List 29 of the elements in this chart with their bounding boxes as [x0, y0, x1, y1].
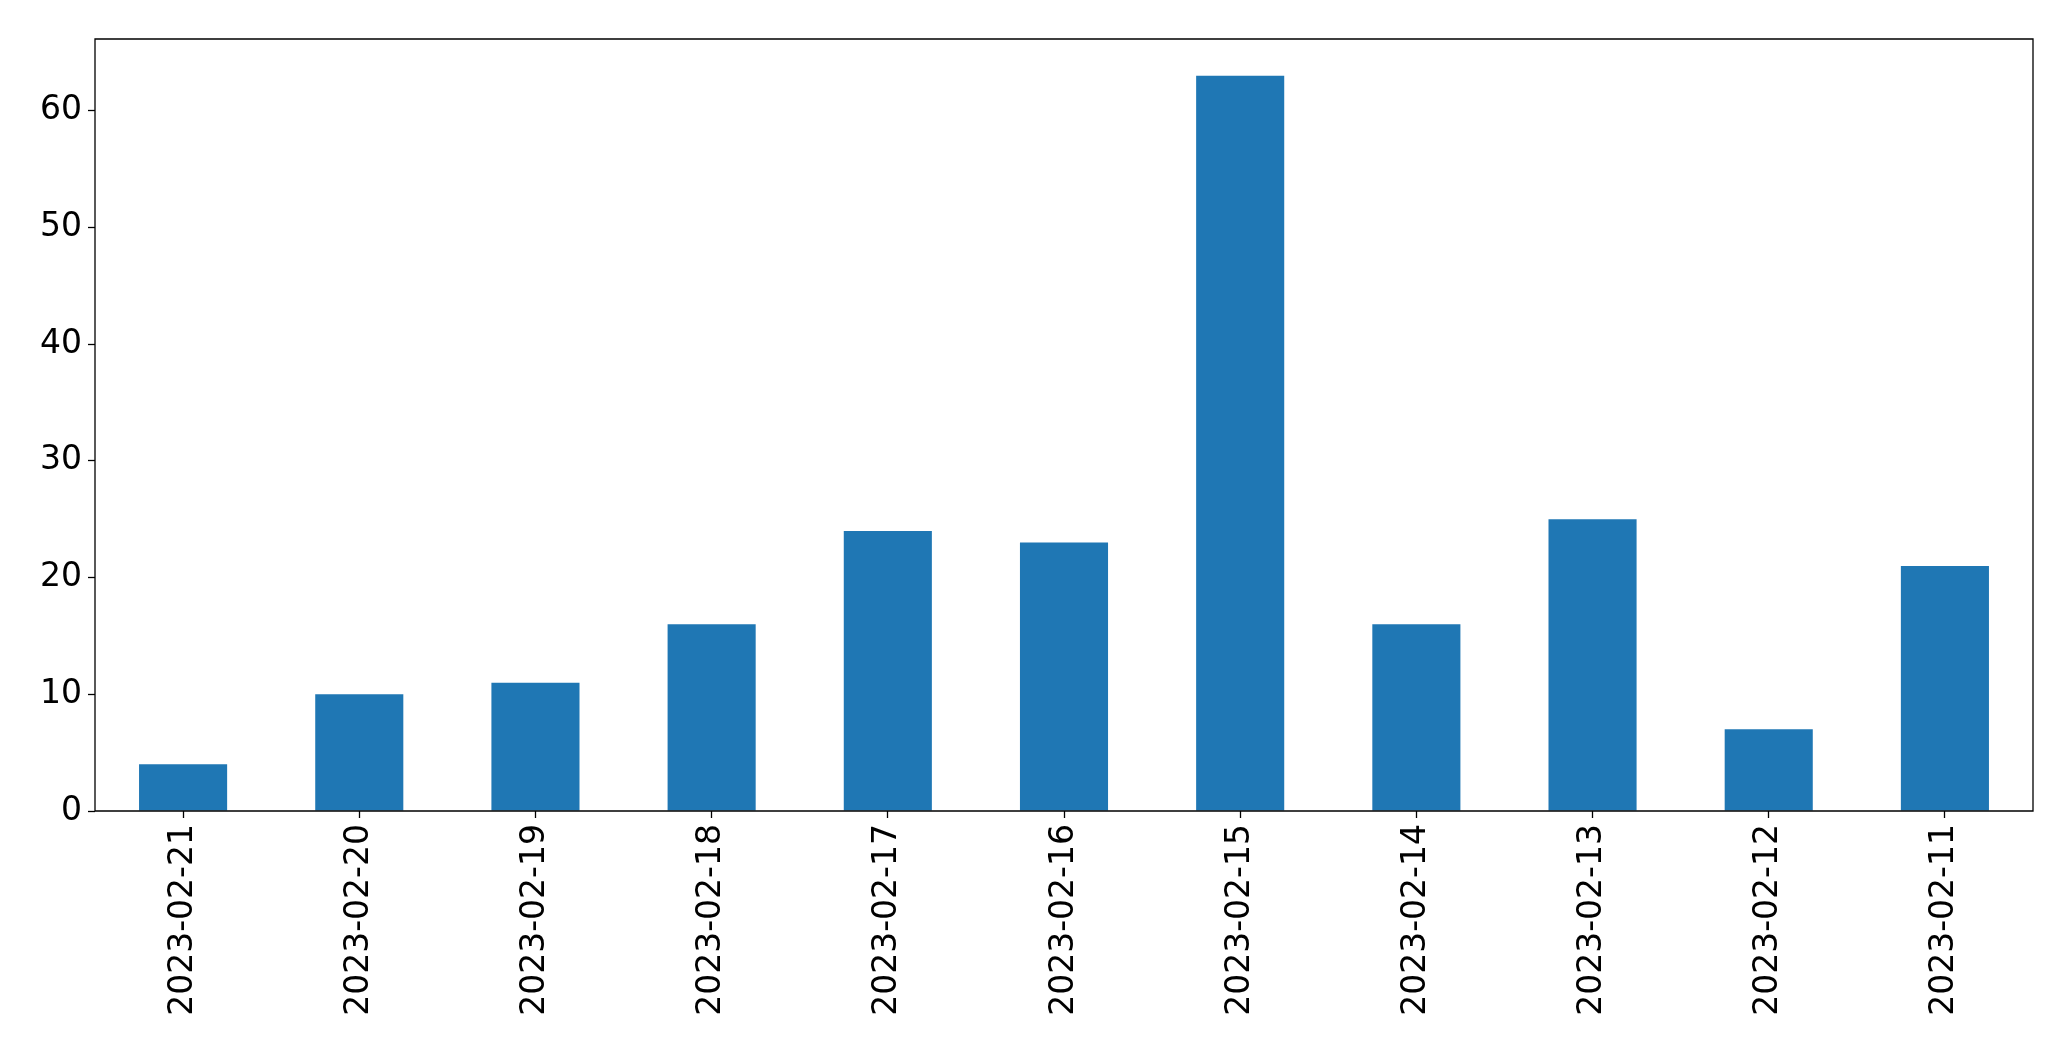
bar — [1196, 75, 1285, 811]
y-tick-label: 50 — [40, 205, 82, 245]
bar — [1372, 624, 1461, 811]
bar — [491, 682, 580, 811]
x-tick-label: 2023-02-12 — [1746, 824, 1786, 1016]
x-tick-label: 2023-02-20 — [336, 824, 376, 1016]
y-tick-label: 30 — [40, 438, 82, 478]
x-tick-label: 2023-02-15 — [1217, 824, 1257, 1016]
bar — [1900, 565, 1989, 811]
x-tick-label: 2023-02-14 — [1393, 824, 1433, 1016]
bar — [1019, 542, 1109, 811]
bar — [139, 764, 228, 811]
bar — [1724, 729, 1813, 811]
x-tick-label: 2023-02-19 — [513, 824, 553, 1016]
y-tick-label: 10 — [40, 671, 82, 711]
y-tick-label: 0 — [61, 788, 82, 828]
y-tick-label: 40 — [40, 321, 82, 361]
bar — [1548, 519, 1637, 811]
bar — [315, 694, 404, 811]
bar — [843, 530, 932, 811]
x-tick-label: 2023-02-18 — [689, 824, 729, 1016]
bar — [667, 624, 756, 811]
x-tick-label: 2023-02-21 — [160, 824, 200, 1016]
x-tick-label: 2023-02-13 — [1570, 824, 1610, 1016]
x-tick-label: 2023-02-17 — [865, 824, 905, 1016]
x-tick-label: 2023-02-11 — [1922, 824, 1962, 1016]
y-tick-label: 20 — [40, 555, 82, 595]
x-tick-label: 2023-02-16 — [1041, 824, 1081, 1016]
y-tick-label: 60 — [40, 88, 82, 128]
